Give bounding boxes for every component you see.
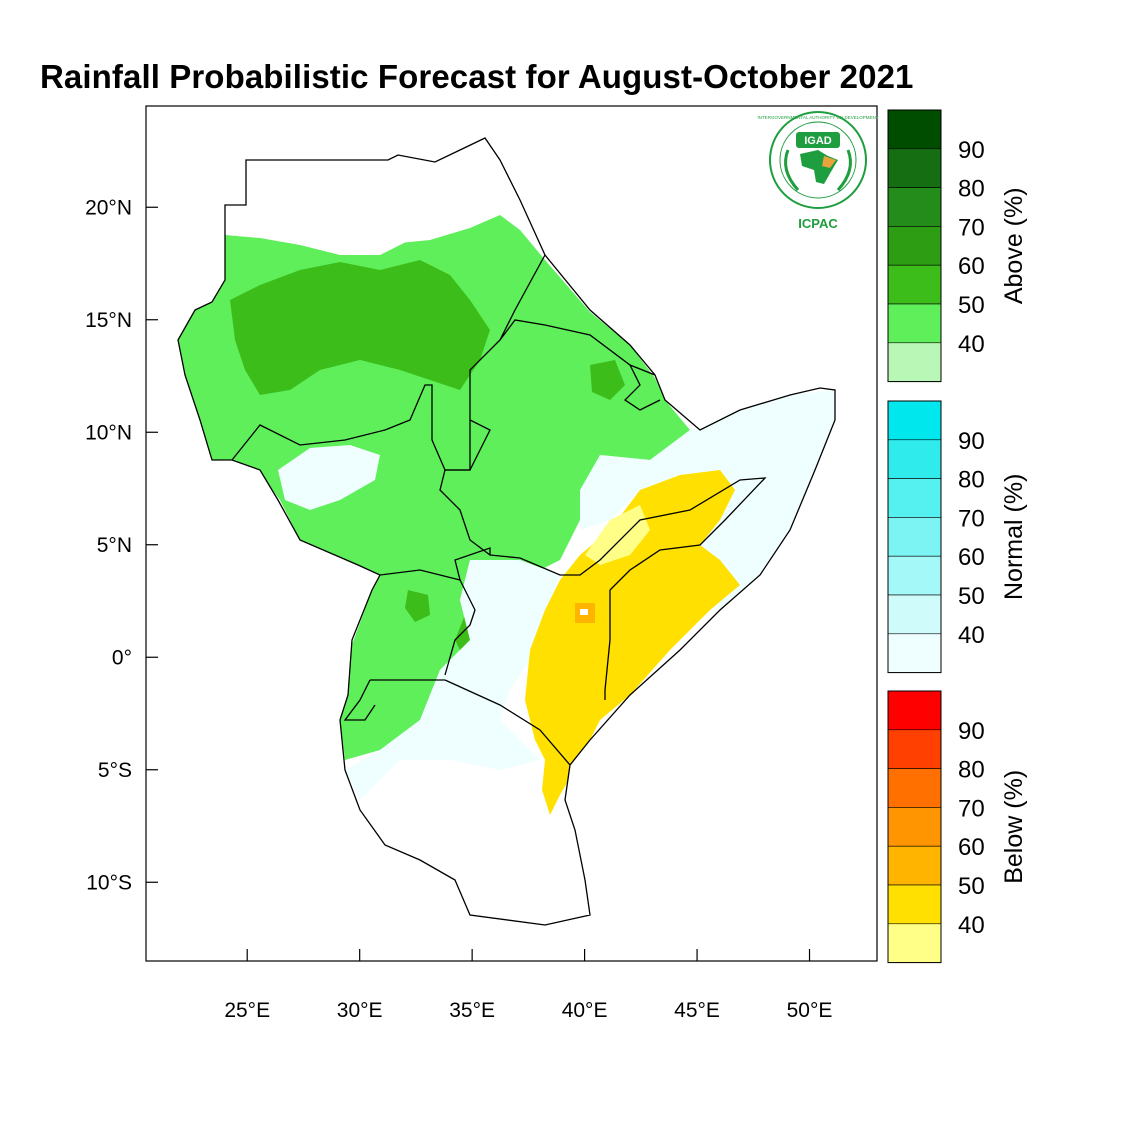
colorbar-tick-label: 40 (958, 912, 985, 939)
below-normal-area (525, 470, 740, 815)
longitude-axis: 25°E 30°E 35°E 40°E 45°E 50°E (224, 949, 832, 1022)
lon-tick-label: 30°E (337, 999, 383, 1022)
colorbar-title: Below (%) (1000, 770, 1028, 884)
colorbar-swatch (887, 923, 942, 963)
colorbar-border (887, 109, 942, 383)
lat-tick-label: 5°N (97, 534, 132, 557)
colorbar-tick-label: 80 (958, 176, 985, 203)
colorbar-swatch (887, 768, 942, 808)
border-ethiopia-north (439, 420, 767, 591)
colorbar-swatch (887, 517, 942, 557)
latitude-axis: 20°N 15°N 10°N 5°N 0° 5°S 10°S (85, 196, 158, 894)
colorbar-title: Above (%) (1000, 187, 1028, 304)
lon-tick-label: 50°E (787, 999, 833, 1022)
logo-name: IGAD (804, 135, 832, 147)
colorbar-tick-label: 40 (958, 331, 985, 358)
colorbar-swatch (887, 400, 942, 441)
laurel-right-icon (836, 149, 852, 192)
lat-tick-label: 15°N (85, 309, 132, 332)
colorbar-tick-label: 40 (958, 622, 985, 649)
colorbar-swatch (887, 439, 942, 479)
above-core-west (405, 590, 430, 622)
colorbar-tick-label: 70 (958, 214, 985, 241)
colorbar-swatch (887, 342, 942, 382)
colorbar-2: 40 50 60 70 80 90 Below (%) (887, 690, 1028, 964)
colorbar-title: Normal (%) (1000, 474, 1028, 600)
colorbar-tick-label: 50 (958, 583, 985, 610)
colorbar-tick-label: 50 (958, 873, 985, 900)
above-core-ethiopia (590, 360, 625, 400)
colorbar-swatch (887, 303, 942, 344)
lon-tick-label: 40°E (562, 999, 608, 1022)
border-sudan-southsudan (231, 254, 546, 471)
lon-tick-label: 45°E (674, 999, 720, 1022)
logo-org: ICPAC (798, 216, 838, 231)
below-hotspot-core (580, 609, 588, 615)
colorbar-border (887, 400, 942, 674)
logo-ring-text: INTERGOVERNMENTAL AUTHORITY ON DEVELOPME… (758, 115, 879, 120)
colorbar-tick-label: 80 (958, 757, 985, 784)
colorbar-swatch (887, 594, 942, 635)
lon-tick-label: 25°E (224, 999, 270, 1022)
laurel-left-icon (784, 149, 800, 192)
colorbar-tick-label: 90 (958, 428, 985, 455)
lon-tick-label: 35°E (449, 999, 495, 1022)
colorbar-swatch (887, 807, 942, 847)
colorbar-swatch (887, 633, 942, 673)
horn-highlight-icon (822, 156, 836, 168)
colorbar-tick-label: 90 (958, 718, 985, 745)
colorbar-swatch (887, 187, 942, 227)
colorbar-tick-label: 70 (958, 795, 985, 822)
colorbar-tick-label: 50 (958, 292, 985, 319)
colorbar-swatch (887, 109, 942, 150)
colorbar-swatch (887, 478, 942, 518)
below-normal-edge (585, 505, 650, 565)
colorbar-0: 40 50 60 70 80 90 Above (%) (887, 109, 1028, 383)
colorbar-border (887, 690, 942, 964)
colorbar-tick-label: 60 (958, 834, 985, 861)
lat-tick-label: 0° (112, 646, 132, 669)
normal-kenya-west (345, 560, 560, 800)
colorbar-1: 40 50 60 70 80 90 Normal (%) (887, 400, 1028, 674)
colorbar-swatch (887, 555, 942, 596)
colorbar-swatch (887, 690, 942, 731)
colorbar-legend: 40 50 60 70 80 90 Above (%) 40 50 60 70 80 90 Normal … (887, 109, 1028, 964)
above-core-sudan (230, 260, 490, 395)
colorbar-swatch (887, 264, 942, 305)
border-eritrea (499, 319, 656, 376)
colorbar-swatch (887, 884, 942, 925)
no-signal-north (225, 160, 505, 255)
colorbar-swatch (887, 148, 942, 188)
colorbar-swatch (887, 729, 942, 769)
border-kenya-somalia (604, 590, 611, 700)
logo-banner (796, 132, 840, 148)
lat-tick-label: 5°S (98, 759, 132, 782)
border-uganda-kenya (444, 579, 476, 676)
colorbar-swatch (887, 845, 942, 886)
normal-band (278, 445, 380, 510)
border-djibouti (623, 364, 661, 411)
map-title: Rainfall Probabilistic Forecast for Augu… (40, 58, 914, 95)
colorbar-tick-label: 80 (958, 467, 985, 494)
igad-logo: INTERGOVERNMENTAL AUTHORITY ON DEVELOPME… (758, 111, 879, 209)
colorbar-swatch (887, 226, 942, 266)
colorbar-tick-label: 90 (958, 137, 985, 164)
lat-tick-label: 20°N (85, 196, 132, 219)
lat-tick-label: 10°N (85, 421, 132, 444)
country-borders (177, 137, 836, 926)
border-kenya-tanzania (444, 679, 571, 766)
colorbar-tick-label: 60 (958, 253, 985, 280)
border-rwanda-burundi (343, 679, 376, 721)
lat-tick-label: 10°S (86, 871, 132, 894)
colorbar-tick-label: 60 (958, 544, 985, 571)
border-southsudan-south (379, 547, 491, 581)
colorbar-tick-label: 70 (958, 505, 985, 532)
